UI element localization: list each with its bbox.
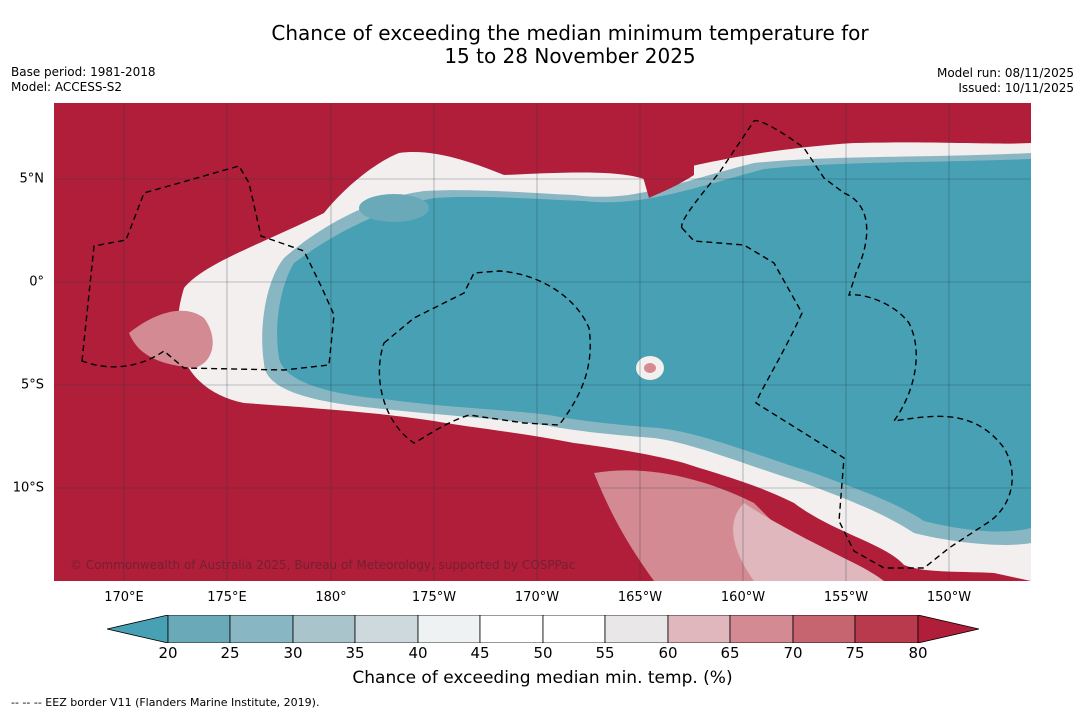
- map-island-core: [644, 363, 656, 373]
- colorbar-tick: 25: [220, 644, 240, 662]
- probability-map: [54, 103, 1031, 581]
- lon-label-170w: 170°W: [514, 590, 560, 605]
- colorbar-tick: 75: [845, 644, 865, 662]
- lat-label-0: 0°: [29, 274, 44, 290]
- eez-footnote: -- -- -- EEZ border V11 (Flanders Marine…: [11, 696, 320, 709]
- lon-label-150w: 150°W: [926, 590, 972, 605]
- colorbar-bin-70: [792, 615, 856, 643]
- colorbar-bin-40: [417, 615, 481, 643]
- colorbar-tick: 40: [408, 644, 428, 662]
- colorbar-tick: 30: [283, 644, 303, 662]
- colorbar-bin-35: [354, 615, 419, 643]
- colorbar-tick: 80: [908, 644, 928, 662]
- colorbar-label: Chance of exceeding median min. temp. (%…: [352, 668, 733, 688]
- colorbar-bin-25: [229, 615, 294, 643]
- map-copyright: © Commonwealth of Australia 2025, Bureau…: [70, 558, 576, 572]
- eez-borders: [81, 119, 1013, 569]
- map-red-notch: [639, 158, 694, 198]
- base-period: Base period: 1981-2018: [11, 65, 156, 79]
- map-north-pocket: [359, 194, 429, 222]
- map-teal-core: [277, 159, 1031, 532]
- map-title-line1: Chance of exceeding the median minimum t…: [271, 21, 869, 45]
- colorbar-bin-65: [729, 615, 794, 643]
- colorbar-tick: 65: [720, 644, 740, 662]
- eez-border-phoenix: [378, 270, 591, 444]
- colorbar-tick: 20: [158, 644, 178, 662]
- lon-label-175w: 175°W: [411, 590, 457, 605]
- lon-label-165w: 165°W: [617, 590, 663, 605]
- model-run: Model run: 08/11/2025: [936, 66, 1074, 80]
- map-pink-patch-west: [129, 310, 213, 368]
- lon-label-155w: 155°W: [823, 590, 869, 605]
- colorbar-bin-55: [604, 615, 669, 643]
- lat-label-10s: 10°S: [12, 480, 44, 496]
- issued-date: Issued: 10/11/2025: [958, 81, 1074, 95]
- eez-border-kiribati-west: [81, 165, 335, 371]
- meta-left: Base period: 1981-2018 Model: ACCESS-S2: [11, 65, 156, 95]
- map-title-line2: 15 to 28 November 2025: [444, 44, 696, 68]
- colorbar-bin-30: [292, 615, 356, 643]
- colorbar-bin-45: [479, 615, 544, 643]
- colorbar-tick: 35: [345, 644, 365, 662]
- colorbar-low-arrow: [107, 615, 169, 643]
- colorbar-bin-60: [667, 615, 731, 643]
- colorbar-tick: 50: [533, 644, 553, 662]
- map-title: Chance of exceeding the median minimum t…: [0, 22, 1085, 68]
- colorbar-bin-20: [167, 615, 231, 643]
- lat-label-5n: 5°N: [19, 171, 45, 187]
- lon-label-160w: 160°W: [720, 590, 766, 605]
- colorbar-high-arrow: [917, 615, 979, 643]
- colorbar-bin-50: [542, 615, 606, 643]
- lon-label-180: 180°: [315, 590, 347, 605]
- colorbar-tick: 55: [595, 644, 615, 662]
- map-gridlines: [54, 103, 1031, 581]
- lon-label-170e: 170°E: [104, 590, 144, 605]
- lat-label-5s: 5°S: [20, 377, 44, 393]
- lon-label-175e: 175°E: [207, 590, 247, 605]
- colorbar: [107, 615, 979, 643]
- colorbar-bin-75: [854, 615, 919, 643]
- model-name: Model: ACCESS-S2: [11, 80, 123, 94]
- meta-right: Model run: 08/11/2025 Issued: 10/11/2025: [937, 66, 1074, 96]
- colorbar-tick: 70: [783, 644, 803, 662]
- colorbar-tick: 60: [658, 644, 678, 662]
- colorbar-tick: 45: [470, 644, 490, 662]
